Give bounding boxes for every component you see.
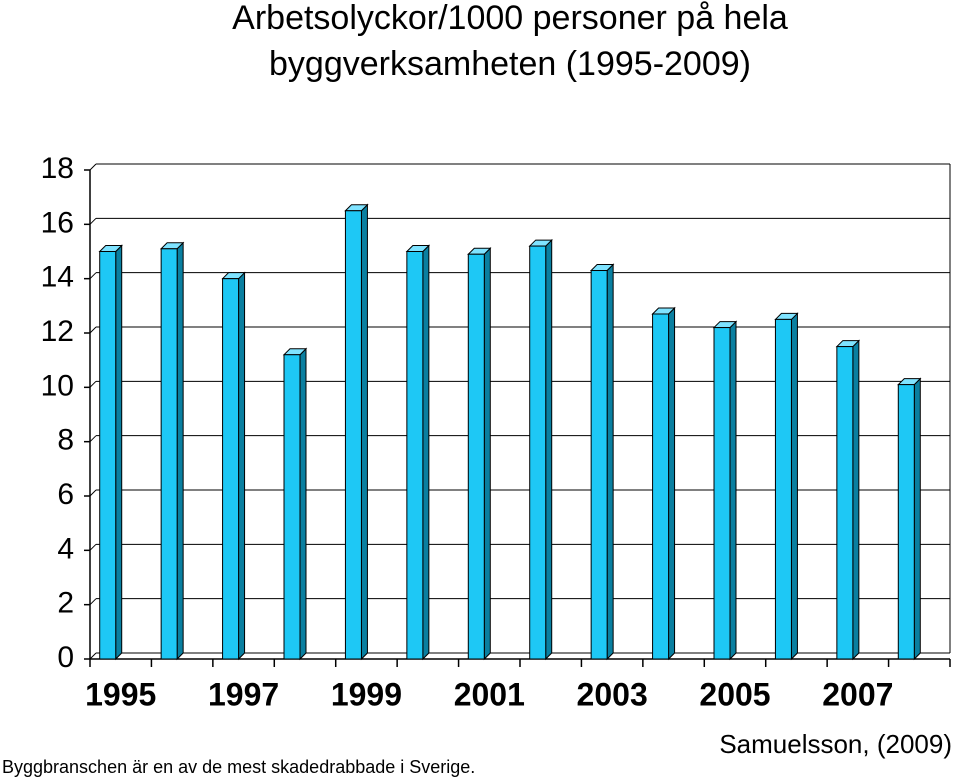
bar xyxy=(406,251,424,660)
bar-side xyxy=(668,306,676,661)
y-tick-label: 12 xyxy=(41,315,74,348)
grid-depth xyxy=(89,272,97,280)
grid-depth xyxy=(89,652,97,660)
bar xyxy=(774,318,792,660)
bar xyxy=(344,210,362,660)
grid-depth xyxy=(89,217,97,225)
bar xyxy=(283,354,301,660)
bar xyxy=(590,270,608,660)
y-tick-label: 8 xyxy=(57,424,74,457)
grid-depth xyxy=(89,543,97,551)
y-tick-label: 16 xyxy=(41,206,74,239)
source: Samuelsson, (2009) xyxy=(719,729,952,759)
bar-side xyxy=(360,203,368,661)
bar xyxy=(897,384,915,660)
chart-title: Arbetsolyckor/1000 personer på hela xyxy=(232,0,788,37)
y-tick-label: 18 xyxy=(41,152,74,185)
bar-side xyxy=(545,238,553,661)
grid-depth xyxy=(89,489,97,497)
bar-side xyxy=(483,247,491,661)
bar-side xyxy=(115,244,123,661)
bar xyxy=(467,253,485,660)
bar-side xyxy=(299,347,307,661)
bar-side xyxy=(422,244,430,661)
y-tick-label: 2 xyxy=(57,587,74,620)
grid-depth xyxy=(89,380,97,388)
bar-side xyxy=(729,320,737,661)
bar xyxy=(160,248,178,660)
grid-depth xyxy=(89,326,97,334)
bar-side xyxy=(176,241,184,661)
y-tick-label: 10 xyxy=(41,369,74,402)
x-tick-label: 1995 xyxy=(85,676,156,712)
y-tick-label: 6 xyxy=(57,478,74,511)
bar xyxy=(222,278,240,660)
bar-side xyxy=(238,271,246,661)
x-tick-label: 2003 xyxy=(577,676,648,712)
bar-side xyxy=(606,263,614,661)
footnote: Byggbranschen är en av de mest skadedrab… xyxy=(2,757,475,777)
chart-subtitle: byggverksamheten (1995-2009) xyxy=(269,45,751,83)
grid-depth xyxy=(89,163,97,171)
grid-depth xyxy=(89,598,97,606)
bar-side xyxy=(913,377,921,661)
bar xyxy=(99,251,117,660)
grid-depth xyxy=(89,435,97,443)
bar xyxy=(652,313,670,660)
bar xyxy=(713,327,731,660)
bar-side xyxy=(790,312,798,661)
y-tick-label: 0 xyxy=(57,641,74,674)
bar-side xyxy=(852,339,860,661)
x-tick-label: 1997 xyxy=(208,676,279,712)
bar xyxy=(836,346,854,660)
x-tick-label: 1999 xyxy=(331,676,402,712)
x-tick-label: 2005 xyxy=(699,676,770,712)
x-tick-label: 2001 xyxy=(454,676,525,712)
y-tick-label: 4 xyxy=(57,532,74,565)
y-tick-label: 14 xyxy=(41,261,74,294)
x-tick-label: 2007 xyxy=(822,676,893,712)
bar xyxy=(529,245,547,660)
